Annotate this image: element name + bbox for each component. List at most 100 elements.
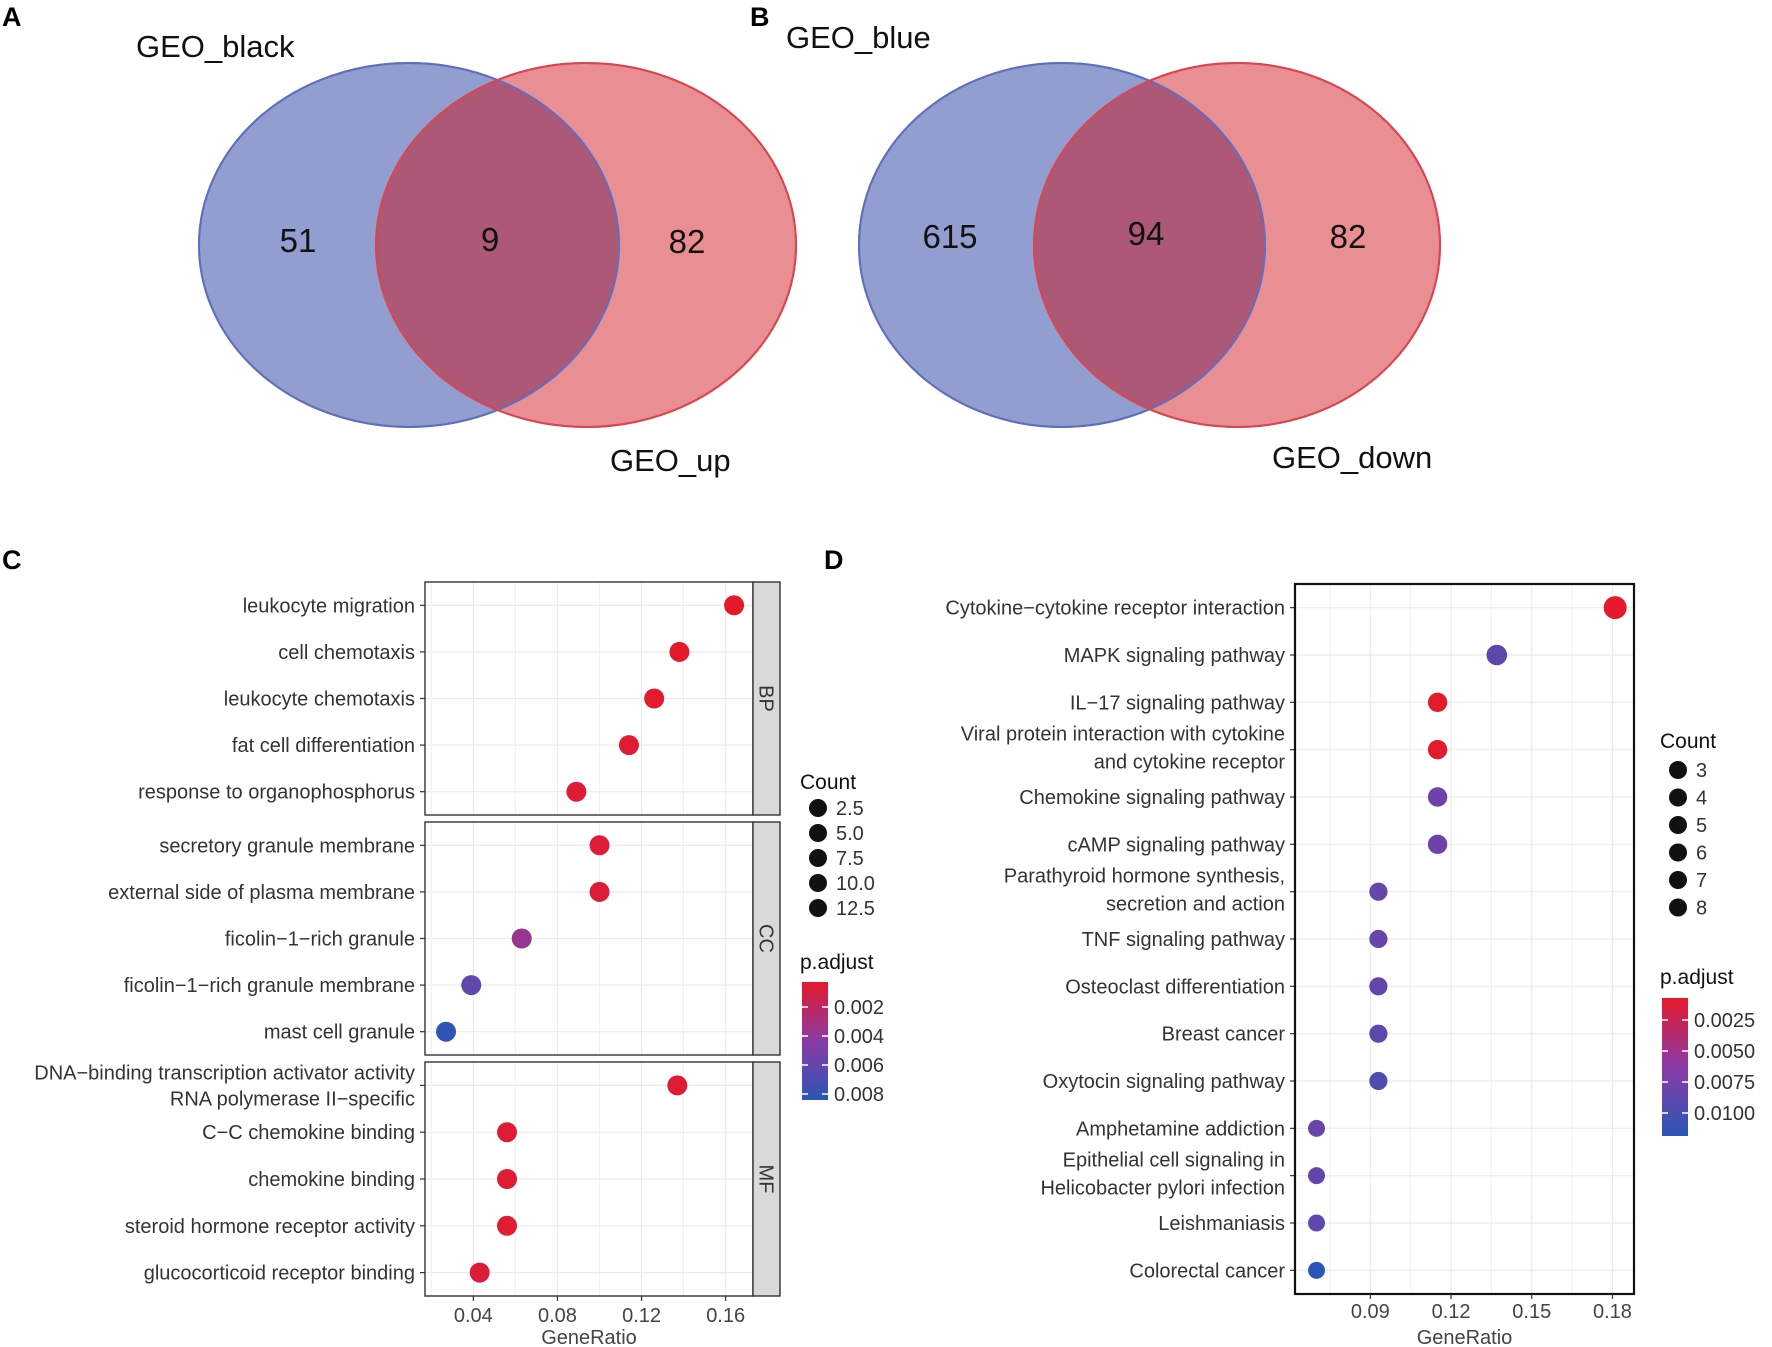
c-legend-count-key [809, 874, 827, 892]
term-label: Oxytocin signaling pathway [1043, 1071, 1285, 1093]
x-tick-label: 0.04 [454, 1305, 493, 1327]
term-label: cell chemotaxis [278, 642, 415, 664]
c-legend-colorbar [802, 982, 828, 1100]
venn-b-right-outline [1033, 62, 1441, 428]
d-legend-count-label: 3 [1696, 760, 1707, 782]
facet-strip-label: CC [755, 924, 777, 953]
term-label: Osteoclast differentiation [1065, 976, 1285, 998]
term-label: response to organophosphorus [138, 782, 415, 804]
panel-c-letter: C [2, 545, 22, 575]
c-legend-padj-label: 0.004 [834, 1026, 884, 1048]
c-legend-padj-label: 0.006 [834, 1055, 884, 1077]
data-point [1308, 1167, 1326, 1185]
term-label: ficolin−1−rich granule [225, 929, 415, 951]
venn-b-right-only-count: 82 [1330, 218, 1367, 255]
term-label: Helicobacter pylori infection [1040, 1178, 1285, 1200]
d-legend-padj-label: 0.0025 [1694, 1010, 1755, 1032]
venn-a-overlap [375, 79, 620, 411]
term-label: Parathyroid hormone synthesis, [1004, 866, 1285, 888]
venn-a-left-only-count: 51 [280, 222, 317, 259]
d-legend-count-key [1669, 898, 1687, 917]
data-point [497, 1122, 517, 1143]
data-point [497, 1215, 517, 1236]
data-point [1308, 1261, 1326, 1279]
data-point [669, 641, 690, 662]
c-legend-padj-label: 0.002 [834, 997, 884, 1019]
data-point [1369, 977, 1388, 996]
term-label: leukocyte migration [243, 595, 415, 617]
panel-a-letter: A [2, 2, 22, 32]
facet-strip-label: BP [755, 685, 777, 712]
c-legend-padj-title: p.adjust [800, 951, 874, 974]
d-legend-count-label: 4 [1696, 788, 1707, 810]
d-legend-count-title: Count [1660, 730, 1716, 753]
panel-b-venn: B GEO_blue GEO_down 615 94 82 [750, 2, 1441, 475]
x-tick-label: 0.15 [1512, 1301, 1551, 1323]
venn-b-left-only-count: 615 [922, 218, 977, 255]
panel-a-venn: A GEO_black GEO_up 51 9 82 [2, 2, 797, 478]
x-axis-title: GeneRatio [1417, 1327, 1513, 1347]
facet-strip [752, 821, 781, 1056]
term-label: external side of plasma membrane [108, 882, 415, 904]
c-legend-padj-label: 0.008 [834, 1084, 884, 1106]
data-point [1369, 882, 1388, 901]
facet-strip [752, 1061, 781, 1297]
d-legend-padj-label: 0.0050 [1694, 1041, 1755, 1063]
term-label: leukocyte chemotaxis [224, 689, 415, 711]
facet-mf: DNA−binding transcription activator acti… [34, 1061, 781, 1297]
d-legend-count-key [1669, 871, 1687, 889]
d-legend-colorbar [1662, 998, 1688, 1136]
data-point [566, 781, 587, 802]
facet-strip-label: MF [755, 1165, 777, 1194]
data-point [1308, 1214, 1326, 1232]
term-label: IL−17 signaling pathway [1070, 692, 1285, 714]
term-label: and cytokine receptor [1094, 752, 1286, 774]
data-point [1603, 596, 1627, 620]
data-point [511, 928, 532, 949]
plot-border [1293, 582, 1636, 1296]
c-legend-count-title: Count [800, 771, 856, 794]
data-point [1427, 692, 1448, 713]
d-legend-count-key [1669, 761, 1687, 779]
data-point [1369, 1024, 1388, 1043]
x-tick-label: 0.12 [1432, 1301, 1471, 1323]
facet-bp: leukocyte migration cell chemotaxis leukoc… [138, 581, 781, 816]
data-point [1427, 834, 1448, 855]
x-tick-label: 0.18 [1593, 1301, 1632, 1323]
c-legend-count-label: 12.5 [836, 898, 875, 920]
d-legend-padj-title: p.adjust [1660, 966, 1734, 989]
venn-b-right-name: GEO_down [1272, 440, 1432, 475]
x-tick-label: 0.08 [538, 1305, 577, 1327]
c-legend-count-label: 10.0 [836, 873, 875, 895]
data-point [667, 1075, 688, 1096]
d-legend-count-label: 7 [1696, 870, 1707, 892]
facet-cc: secretory granule membrane external side … [108, 821, 781, 1056]
data-point [618, 735, 639, 756]
term-label: mast cell granule [264, 1022, 415, 1044]
data-point [644, 688, 665, 709]
c-legend-count-key [809, 824, 827, 842]
data-point [1308, 1119, 1326, 1137]
panel-b-letter: B [750, 2, 770, 32]
term-label: DNA−binding transcription activator acti… [34, 1062, 415, 1084]
data-point [1369, 1071, 1388, 1091]
c-legend-count-label: 2.5 [836, 798, 864, 820]
term-label: TNF signaling pathway [1082, 929, 1285, 951]
x-tick-label: 0.16 [706, 1305, 745, 1327]
term-label: fat cell differentiation [232, 735, 415, 757]
data-point [436, 1021, 457, 1042]
venn-a-right-outline [375, 62, 797, 428]
term-label: ficolin−1−rich granule membrane [124, 975, 415, 997]
term-label: Breast cancer [1162, 1024, 1286, 1046]
venn-a-right-name: GEO_up [610, 443, 731, 478]
venn-a-right-only-count: 82 [669, 223, 706, 260]
venn-a-left-name: GEO_black [136, 29, 295, 64]
d-legend-count-key [1669, 788, 1687, 807]
c-legend-count-label: 7.5 [836, 848, 864, 870]
data-point [724, 595, 745, 616]
venn-b-left-outline [858, 62, 1266, 428]
data-point [589, 881, 610, 902]
d-legend-count-label: 6 [1696, 843, 1707, 865]
